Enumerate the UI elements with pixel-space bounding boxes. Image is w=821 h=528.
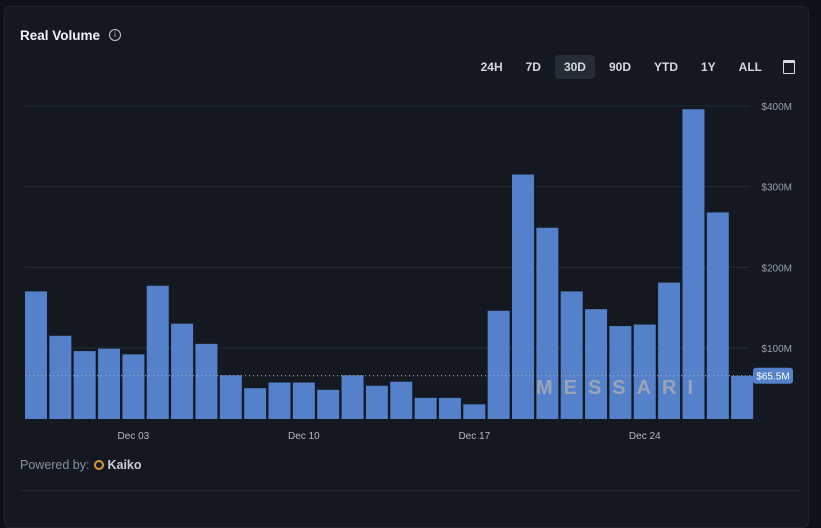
bar-dec-17 bbox=[463, 404, 486, 419]
bar-dec-20 bbox=[536, 227, 559, 419]
bar-dec-24 bbox=[633, 324, 656, 419]
bar-dec-03 bbox=[122, 354, 145, 419]
bar-dec-19 bbox=[512, 174, 534, 419]
y-tick-label: $400M bbox=[761, 102, 792, 113]
range-all-button[interactable]: ALL bbox=[738, 60, 762, 74]
range-24h-button[interactable]: 24H bbox=[480, 60, 503, 74]
bar-dec-22 bbox=[585, 309, 608, 419]
bar-dec-10 bbox=[292, 382, 315, 419]
kaiko-logo-icon bbox=[94, 460, 105, 470]
messari-watermark: MESSARI bbox=[536, 377, 704, 399]
bar-dec-18 bbox=[487, 310, 510, 419]
bar-dec-28 bbox=[731, 375, 754, 419]
y-tick-label: $100M bbox=[761, 344, 792, 355]
range-1y-button[interactable]: 1Y bbox=[700, 60, 716, 74]
powered-by: Powered by: Kaiko bbox=[20, 458, 142, 472]
bar-dec-01 bbox=[73, 351, 96, 419]
calendar-icon[interactable] bbox=[783, 60, 795, 74]
x-tick-label: Dec 17 bbox=[458, 431, 490, 442]
range-90d-button[interactable]: 90D bbox=[608, 60, 631, 74]
bar-dec-21 bbox=[560, 291, 583, 419]
bar-dec-27 bbox=[706, 212, 729, 419]
range-30d-button[interactable]: 30D bbox=[554, 55, 595, 79]
bar-dec-07 bbox=[219, 375, 242, 419]
y-tick-label: $300M bbox=[761, 183, 792, 194]
last-value-badge bbox=[753, 367, 793, 384]
last-value-label: $65.5M bbox=[756, 372, 789, 383]
x-tick-label: Dec 24 bbox=[629, 431, 661, 442]
bar-nov-30 bbox=[49, 335, 72, 419]
y-tick-label: $200M bbox=[761, 263, 792, 274]
range-7d-button[interactable]: 7D bbox=[525, 60, 541, 74]
bar-dec-14 bbox=[390, 381, 413, 419]
bar-dec-16 bbox=[438, 397, 461, 419]
range-ytd-button[interactable]: YTD bbox=[653, 60, 678, 74]
bar-dec-11 bbox=[317, 389, 340, 419]
divider bbox=[20, 490, 801, 491]
bar-dec-13 bbox=[365, 385, 388, 419]
bar-dec-26 bbox=[682, 109, 705, 419]
kaiko-link[interactable]: Kaiko bbox=[107, 458, 142, 472]
bar-dec-04 bbox=[146, 285, 169, 419]
bar-dec-12 bbox=[341, 375, 364, 419]
x-tick-label: Dec 03 bbox=[118, 431, 150, 442]
chart-title: Real Volume bbox=[20, 28, 101, 43]
bar-dec-08 bbox=[244, 388, 267, 419]
bar-nov-29 bbox=[25, 291, 47, 419]
bar-dec-09 bbox=[268, 382, 291, 419]
bar-dec-05 bbox=[171, 323, 194, 419]
bar-dec-23 bbox=[609, 326, 632, 419]
x-tick-label: Dec 10 bbox=[288, 431, 320, 442]
powered-by-label: Powered by: bbox=[20, 458, 90, 472]
info-icon[interactable]: i bbox=[109, 29, 121, 41]
time-range-selector: 24H 7D 30D 90D YTD 1Y ALL bbox=[467, 55, 795, 79]
volume-bar-chart: $100M $200M $300M $400M Dec 03 Dec 10 Dec 17 De… bbox=[25, 102, 793, 442]
bar-dec-25 bbox=[658, 282, 681, 419]
bar-dec-06 bbox=[195, 343, 218, 419]
bar-dec-15 bbox=[414, 397, 437, 419]
bar-dec-02 bbox=[98, 348, 121, 419]
